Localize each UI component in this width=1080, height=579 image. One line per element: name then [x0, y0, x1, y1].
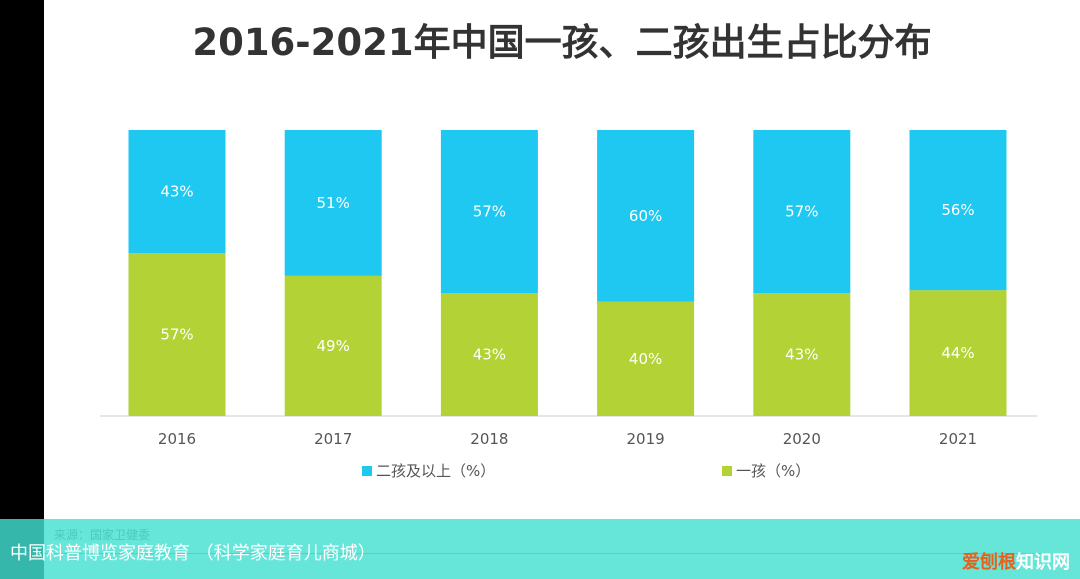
data-label: 57% [785, 203, 818, 221]
data-label: 43% [473, 346, 506, 364]
caption-overlay: 来源：国家卫健委 中国科普博览家庭教育 （科学家庭育儿商城） 爱刨根知识网 [0, 519, 1080, 579]
overlay-left-block [0, 519, 44, 579]
bar-segment-second-child [909, 130, 1007, 291]
bar-segment-second-child [597, 130, 695, 302]
divider [44, 553, 1050, 554]
bar-segment-first-child [128, 252, 226, 416]
legend-swatch [722, 465, 732, 476]
data-label: 43% [785, 346, 818, 364]
left-black-border [0, 0, 44, 579]
bar-segment-second-child [284, 130, 382, 276]
legend-label: 二孩及以上（%） [376, 462, 496, 480]
x-tick-label: 2018 [470, 430, 508, 448]
legend-swatch [362, 465, 372, 476]
legend-label: 一孩（%） [736, 462, 811, 480]
bar-segment-first-child [909, 290, 1007, 416]
watermark-logo: 爱刨根知识网 [962, 552, 1070, 573]
source-note: 来源：国家卫健委 [54, 528, 151, 542]
data-label: 43% [160, 182, 193, 200]
caption-text: 中国科普博览家庭教育 （科学家庭育儿商城） [10, 543, 376, 564]
legend-item-first-child: 一孩（%） [722, 460, 810, 481]
bar-segment-second-child [753, 130, 851, 294]
bar-segment-first-child [597, 301, 695, 416]
x-tick-label: 2021 [939, 430, 977, 448]
data-label: 57% [160, 325, 193, 343]
legend-item-second-child: 二孩及以上（%） [362, 460, 495, 481]
x-tick-label: 2017 [314, 430, 352, 448]
data-label: 40% [629, 350, 662, 368]
data-label: 60% [629, 207, 662, 225]
data-label: 51% [317, 194, 350, 212]
bar-segment-first-child [753, 293, 851, 416]
chart-title: 2016-2021年中国一孩、二孩出生占比分布 [192, 21, 932, 64]
x-tick-label: 2019 [627, 430, 665, 448]
bar-segment-first-child [440, 293, 538, 416]
bar-segment-second-child [128, 130, 226, 253]
data-label: 56% [941, 201, 974, 219]
data-label: 57% [473, 203, 506, 221]
data-label: 44% [941, 344, 974, 362]
x-tick-label: 2020 [783, 430, 821, 448]
data-label: 49% [317, 337, 350, 355]
bar-segment-first-child [284, 275, 382, 416]
bar-segment-second-child [440, 130, 538, 294]
x-tick-label: 2016 [158, 430, 196, 448]
